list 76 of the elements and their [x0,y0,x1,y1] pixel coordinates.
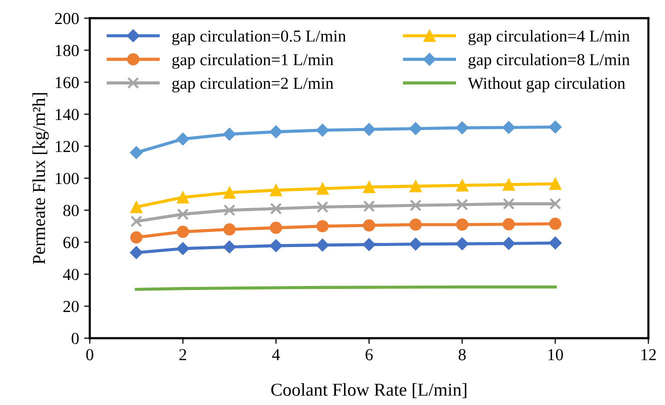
point [362,122,376,136]
x-tick-label: 12 [642,349,656,360]
y-tick-label: 60 [63,236,79,248]
y-tick-label: 100 [56,172,79,184]
y-tick-label: 200 [55,12,79,24]
point [316,220,329,232]
point [176,226,189,238]
point [362,238,376,252]
point [362,219,376,232]
point [270,222,282,234]
x-tick-label: 2 [179,349,186,360]
legend-label: gap circulation=1 L/min [172,54,334,69]
point [502,178,515,191]
point [410,218,422,231]
point [410,180,422,192]
y-tick-label: 0 [72,332,79,344]
point [456,198,468,210]
y-tick-label: 160 [56,76,79,88]
point [456,179,468,192]
x-tick-label: 6 [366,349,373,360]
point [270,184,282,196]
legend-label: gap circulation=0.5 L/min [172,30,346,46]
x-tick-label: 10 [548,349,563,360]
point [316,182,329,195]
point [316,201,328,213]
y-tick-label: 120 [56,140,79,152]
point [176,242,190,256]
point [176,191,189,204]
point [410,199,422,212]
point [176,132,190,146]
point [548,236,562,250]
point [549,198,562,210]
point [362,180,376,194]
x-tick-label: 4 [272,349,280,360]
legend-label: gap circulation=8 L/min [468,54,630,69]
point [130,231,142,244]
point [270,202,282,214]
point [222,240,236,254]
point [224,204,236,216]
point [316,124,329,137]
point [456,218,468,231]
y-tick-label: 20 [63,300,79,312]
legend-label: Without gap circulation [468,77,626,92]
y-tick-label: 180 [56,44,79,56]
x-axis-title: Coolant Flow Rate [L/min] [271,383,466,398]
point [502,237,516,250]
point [223,223,236,236]
point [316,238,329,252]
point [270,125,282,138]
x-tick-label: 8 [458,349,466,360]
point [548,120,562,134]
point [502,121,516,134]
point [502,198,515,210]
point [176,208,189,220]
y-tick-label: 80 [63,204,79,216]
y-tick-label: 140 [56,108,79,120]
point [502,218,515,230]
point [270,239,282,252]
point [130,215,142,228]
point [363,200,375,212]
point [130,246,143,260]
point [456,121,469,134]
point [549,178,562,190]
x-tick-label: 0 [86,349,94,360]
point [409,238,422,251]
point [130,200,142,214]
point [223,186,236,199]
y-axis-title: Permeate Flux [kg/m²h] [32,93,49,264]
point [456,237,469,250]
point [130,146,143,160]
legend-label: gap circulation=2 L/min [172,77,334,92]
point [222,128,236,141]
point [549,218,562,230]
legend-label: gap circulation=4 L/min [468,30,630,46]
y-tick-label: 40 [63,268,79,280]
point [409,122,422,136]
